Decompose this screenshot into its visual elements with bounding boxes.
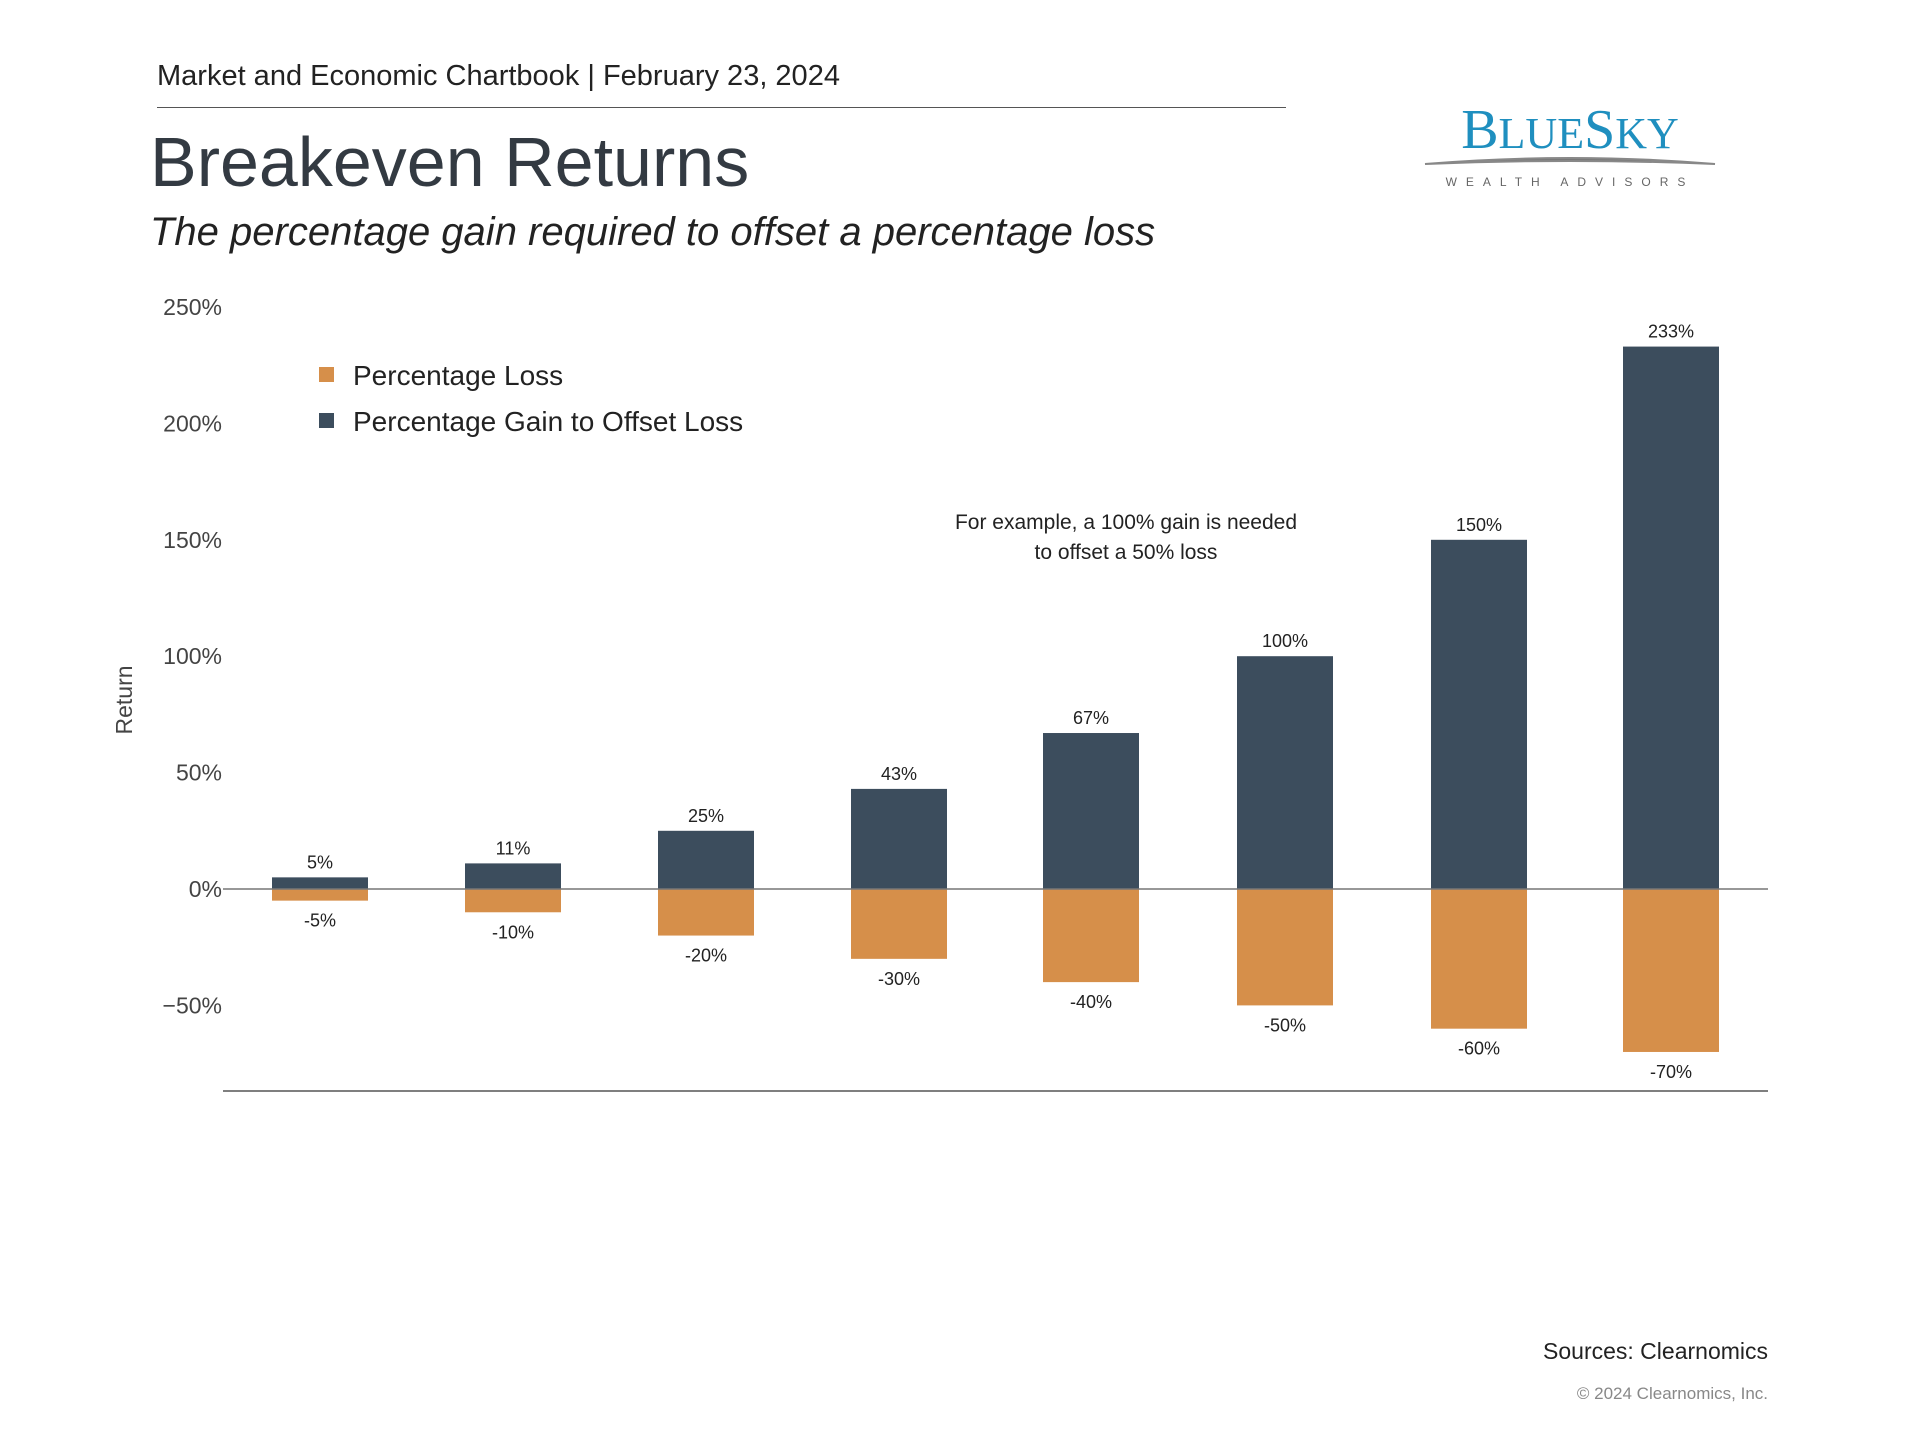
bluesky-logo: BLUESKY WEALTH ADVISORS: [1424, 100, 1716, 189]
y-tick-label: 50%: [176, 760, 222, 786]
loss-bar: [272, 889, 368, 901]
gain-data-label: 25%: [688, 806, 724, 826]
y-tick-label: −50%: [163, 992, 222, 1018]
copyright-note: © 2024 Clearnomics, Inc.: [1576, 1384, 1768, 1403]
loss-data-label: -50%: [1264, 1015, 1306, 1035]
y-tick-label: 0%: [189, 876, 222, 902]
legend-label: Percentage Loss: [353, 360, 563, 391]
gain-bar: [1623, 346, 1719, 889]
gain-bar: [1237, 656, 1333, 889]
gain-data-label: 150%: [1456, 515, 1502, 535]
legend-swatch: [319, 367, 334, 382]
loss-bar: [1623, 889, 1719, 1052]
loss-data-label: -40%: [1070, 992, 1112, 1012]
sources-note: Sources: Clearnomics: [1543, 1338, 1768, 1364]
loss-bar: [1237, 889, 1333, 1006]
y-tick-label: 250%: [163, 294, 222, 320]
gain-data-label: 43%: [881, 764, 917, 784]
chartbook-header: Market and Economic Chartbook | February…: [157, 60, 840, 92]
header-divider: [157, 107, 1286, 108]
page-subtitle: The percentage gain required to offset a…: [150, 210, 1156, 254]
loss-data-label: -10%: [492, 922, 534, 942]
loss-bar: [1043, 889, 1139, 983]
gain-data-label: 67%: [1073, 708, 1109, 728]
y-tick-label: 200%: [163, 410, 222, 436]
gain-data-label: 5%: [307, 852, 333, 872]
loss-bar: [1431, 889, 1527, 1029]
gain-data-label: 11%: [496, 838, 531, 858]
gain-bar: [272, 877, 368, 889]
logo-wordmark: BLUESKY: [1461, 100, 1679, 161]
gain-bar: [1431, 539, 1527, 889]
loss-data-label: -70%: [1650, 1062, 1692, 1082]
gain-data-label: 233%: [1648, 322, 1694, 342]
gain-bar: [1043, 733, 1139, 889]
loss-data-label: -30%: [878, 969, 920, 989]
loss-bar: [658, 889, 754, 936]
y-tick-label: 150%: [163, 527, 222, 553]
gain-bar: [851, 788, 947, 889]
loss-bar: [465, 889, 561, 913]
legend-label: Percentage Gain to Offset Loss: [353, 406, 743, 437]
y-axis-label: Return: [111, 665, 137, 734]
loss-data-label: -20%: [685, 946, 727, 966]
gain-bar: [465, 863, 561, 889]
page-title: Breakeven Returns: [150, 123, 750, 201]
logo-tagline: WEALTH ADVISORS: [1446, 175, 1695, 189]
legend-swatch: [319, 413, 334, 428]
gain-bar: [658, 830, 754, 889]
loss-bar: [851, 889, 947, 959]
loss-data-label: -5%: [304, 911, 336, 931]
loss-data-label: -60%: [1458, 1039, 1500, 1059]
y-tick-label: 100%: [163, 643, 222, 669]
gain-data-label: 100%: [1262, 631, 1308, 651]
chart-annotation: For example, a 100% gain is needed: [955, 511, 1297, 534]
chart-annotation: to offset a 50% loss: [1035, 541, 1218, 564]
